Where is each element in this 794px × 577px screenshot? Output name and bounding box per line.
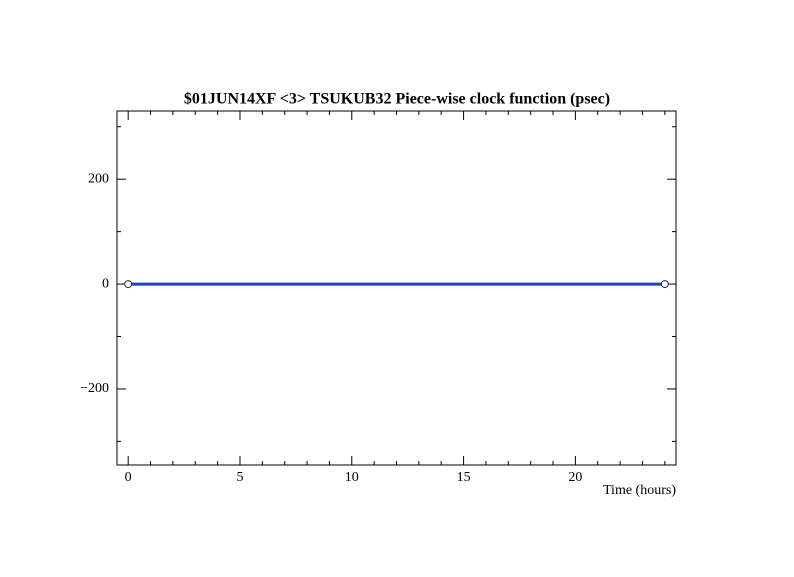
chart-title: $01JUN14XF <3> TSUKUB32 Piece-wise clock… — [184, 91, 610, 108]
x-axis-label: Time (hours) — [603, 483, 676, 498]
y-tick-label: 200 — [88, 171, 109, 186]
x-tick-label: 20 — [568, 470, 582, 485]
x-tick-label: 15 — [457, 470, 471, 485]
data-point — [124, 280, 133, 289]
y-tick-label: −200 — [80, 381, 109, 396]
y-tick-label: 0 — [102, 276, 109, 291]
x-tick-label: 5 — [236, 470, 243, 485]
data-point — [660, 280, 669, 289]
x-tick-label: 0 — [125, 470, 132, 485]
x-tick-label: 10 — [345, 470, 359, 485]
